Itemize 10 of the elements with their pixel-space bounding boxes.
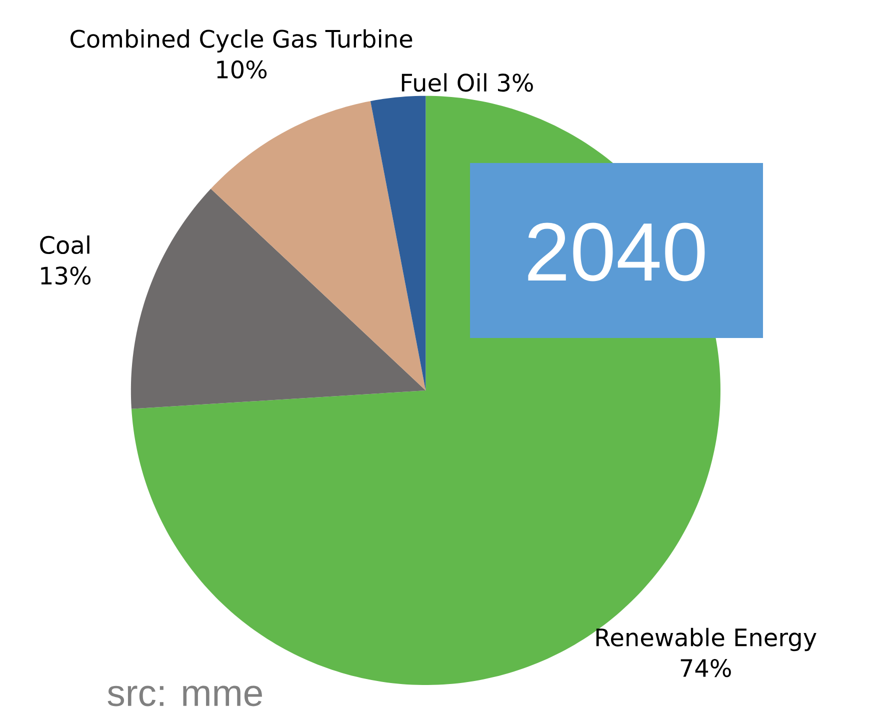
data-label: 3% xyxy=(498,74,533,92)
data-label: 74% xyxy=(680,658,731,678)
data-label: 10% xyxy=(217,60,267,79)
data-label: 13% xyxy=(41,266,91,285)
slice-label: Coal xyxy=(40,235,90,254)
slice-label: Fuel Oil xyxy=(402,73,486,92)
text: src: mme xyxy=(108,686,262,706)
slice-label: Renewable Energy xyxy=(596,628,816,652)
text: 2040 xyxy=(528,222,705,282)
slice-label: Combined Cycle Gas Turbine xyxy=(70,29,412,53)
